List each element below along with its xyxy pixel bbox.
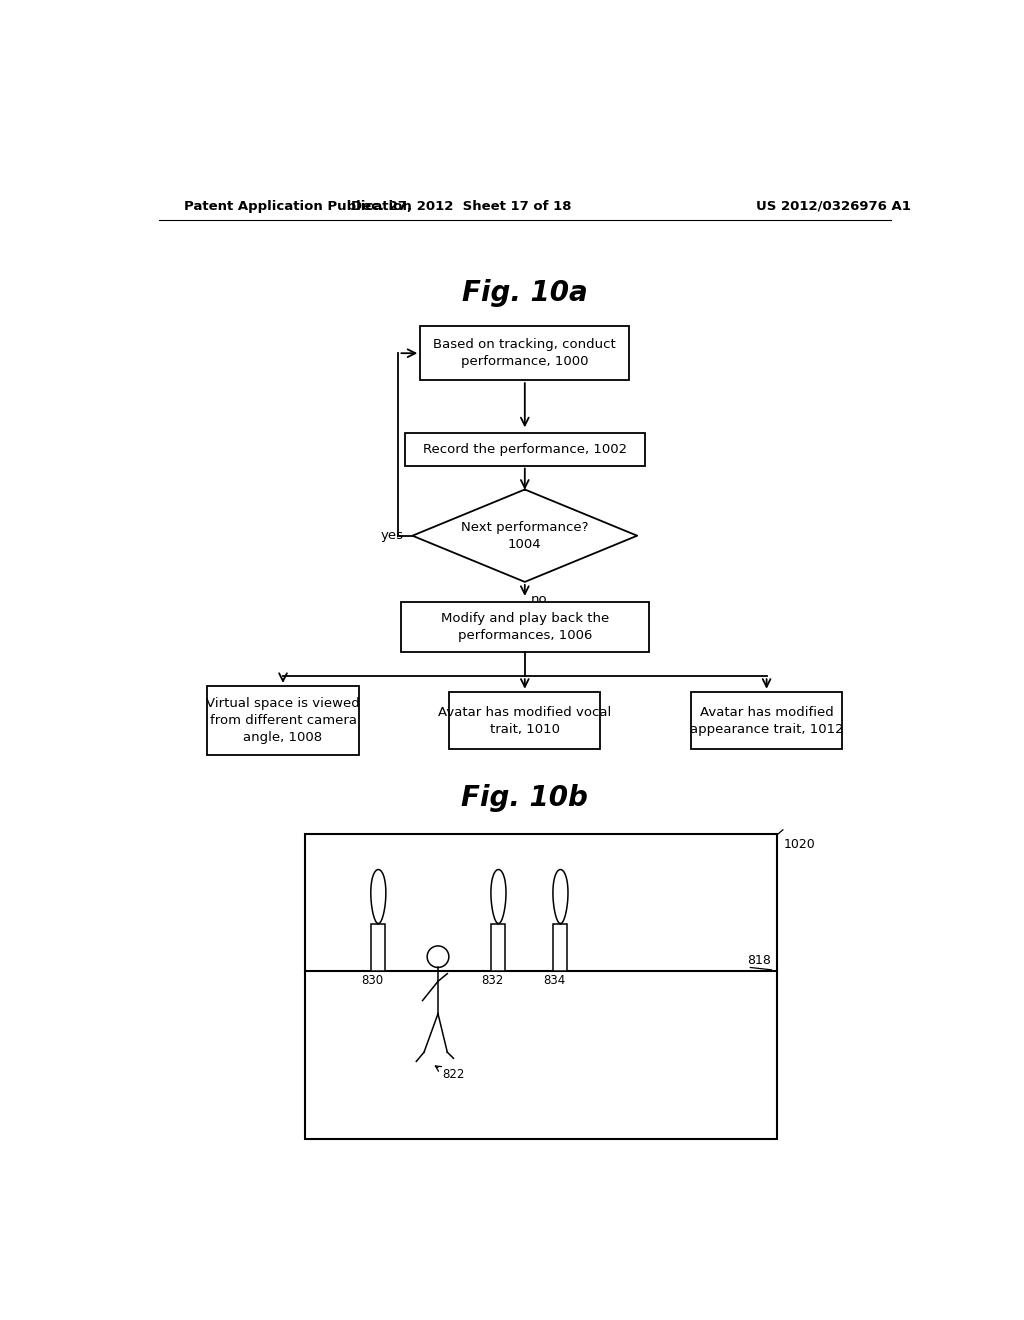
- Text: Avatar has modified vocal
trait, 1010: Avatar has modified vocal trait, 1010: [438, 705, 611, 735]
- Bar: [400, 602, 649, 652]
- Text: 818: 818: [748, 954, 771, 966]
- Text: Record the performance, 1002: Record the performance, 1002: [423, 444, 627, 455]
- Text: 822: 822: [442, 1068, 464, 1081]
- Text: Based on tracking, conduct
performance, 1000: Based on tracking, conduct performance, …: [433, 338, 616, 368]
- Text: no: no: [531, 593, 548, 606]
- Text: Next performance?
1004: Next performance? 1004: [461, 520, 589, 550]
- Bar: [691, 692, 842, 750]
- Text: Dec. 27, 2012  Sheet 17 of 18: Dec. 27, 2012 Sheet 17 of 18: [351, 199, 571, 213]
- Bar: [404, 433, 645, 466]
- Text: Patent Application Publication: Patent Application Publication: [183, 199, 412, 213]
- Text: Modify and play back the
performances, 1006: Modify and play back the performances, 1…: [440, 611, 609, 642]
- Bar: [554, 924, 567, 972]
- Bar: [372, 924, 385, 972]
- Text: Avatar has modified
appearance trait, 1012: Avatar has modified appearance trait, 10…: [690, 705, 844, 735]
- Text: US 2012/0326976 A1: US 2012/0326976 A1: [756, 199, 910, 213]
- Text: 1020: 1020: [783, 837, 815, 850]
- Text: Fig. 10b: Fig. 10b: [462, 784, 588, 812]
- Bar: [420, 326, 630, 380]
- Bar: [208, 686, 358, 755]
- Text: 834: 834: [544, 974, 565, 987]
- Text: 832: 832: [481, 974, 504, 987]
- Text: Virtual space is viewed
from different camera
angle, 1008: Virtual space is viewed from different c…: [206, 697, 359, 744]
- Bar: [305, 834, 777, 1139]
- Text: Fig. 10a: Fig. 10a: [462, 279, 588, 308]
- Bar: [492, 924, 506, 972]
- Text: yes: yes: [380, 529, 403, 543]
- Text: 830: 830: [361, 974, 383, 987]
- Bar: [450, 692, 600, 750]
